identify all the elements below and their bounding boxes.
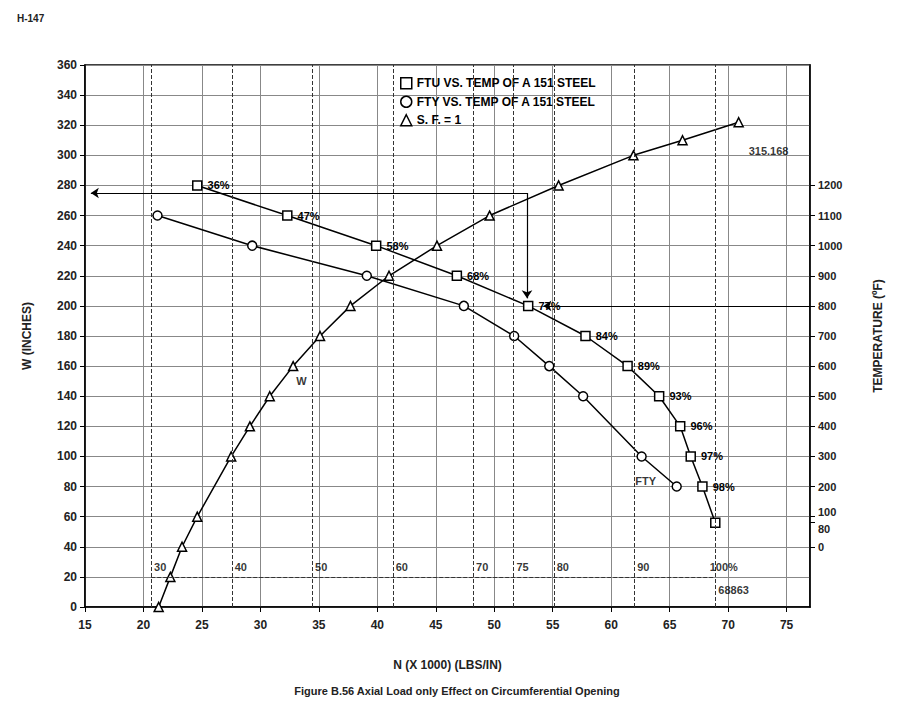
svg-text:300: 300 [57,148,77,162]
svg-text:200: 200 [57,299,77,313]
svg-text:200: 200 [818,481,836,493]
svg-text:1200: 1200 [818,179,842,191]
svg-text:40: 40 [235,561,247,573]
svg-text:315.168: 315.168 [749,145,789,157]
svg-text:50: 50 [315,561,327,573]
svg-text:140: 140 [57,389,77,403]
svg-text:800: 800 [818,300,836,312]
svg-text:80: 80 [557,561,569,573]
svg-text:100: 100 [818,506,836,518]
svg-text:360: 360 [57,58,77,72]
svg-text:500: 500 [818,390,836,402]
svg-text:320: 320 [57,118,77,132]
svg-text:84%: 84% [596,330,618,342]
svg-text:60: 60 [64,510,78,524]
svg-text:65: 65 [663,618,677,632]
svg-text:700: 700 [818,330,836,342]
svg-text:900: 900 [818,270,836,282]
svg-text:58%: 58% [386,240,408,252]
svg-text:70: 70 [476,561,488,573]
svg-text:45: 45 [429,618,443,632]
svg-text:W: W [296,375,307,387]
svg-text:N (X 1000) (LBS/IN): N (X 1000) (LBS/IN) [393,658,502,672]
svg-text:97%: 97% [701,450,723,462]
svg-text:35: 35 [312,618,326,632]
svg-text:30: 30 [154,561,166,573]
svg-text:55: 55 [546,618,560,632]
svg-text:70: 70 [721,618,735,632]
svg-text:60: 60 [605,618,619,632]
svg-text:20: 20 [64,570,78,584]
svg-text:180: 180 [57,329,77,343]
svg-text:60: 60 [396,561,408,573]
svg-text:Figure B.56 Axial Load only Ef: Figure B.56 Axial Load only Effect on Ci… [294,685,619,697]
svg-text:120: 120 [57,419,77,433]
svg-text:50: 50 [488,618,502,632]
svg-text:93%: 93% [669,390,691,402]
svg-text:FTU VS. TEMP OF A 151 STEEL: FTU VS. TEMP OF A 151 STEEL [417,76,596,90]
svg-text:40: 40 [64,540,78,554]
svg-text:15: 15 [78,618,92,632]
svg-text:260: 260 [57,209,77,223]
svg-text:40: 40 [371,618,385,632]
svg-text:25: 25 [195,618,209,632]
svg-text:0: 0 [818,541,824,553]
svg-text:160: 160 [57,359,77,373]
svg-text:20: 20 [137,618,151,632]
svg-text:FTY VS. TEMP OF A 151 STEEL: FTY VS. TEMP OF A 151 STEEL [417,95,595,109]
svg-text:FTY: FTY [635,475,656,487]
svg-text:47%: 47% [298,210,320,222]
svg-text:240: 240 [57,239,77,253]
svg-text:80: 80 [64,480,78,494]
svg-text:77%: 77% [538,300,560,312]
svg-text:75: 75 [780,618,794,632]
svg-text:96%: 96% [690,420,712,432]
svg-text:100%: 100% [710,561,738,573]
svg-text:400: 400 [818,420,836,432]
svg-text:68863: 68863 [718,584,749,596]
svg-text:75: 75 [516,561,528,573]
svg-text:TEMPERATURE (ºF): TEMPERATURE (ºF) [871,279,885,392]
svg-text:W (INCHES): W (INCHES) [20,302,34,370]
svg-text:1000: 1000 [818,240,842,252]
svg-text:90: 90 [637,561,649,573]
svg-text:98%: 98% [713,481,735,493]
svg-text:S. F. = 1: S. F. = 1 [417,113,462,127]
svg-text:0: 0 [70,600,77,614]
svg-text:280: 280 [57,178,77,192]
svg-text:1100: 1100 [818,210,842,222]
svg-text:89%: 89% [638,360,660,372]
svg-text:300: 300 [818,450,836,462]
svg-text:36%: 36% [208,179,230,191]
svg-text:68%: 68% [467,270,489,282]
svg-text:600: 600 [818,360,836,372]
svg-text:100: 100 [57,449,77,463]
svg-text:80: 80 [818,523,830,535]
svg-text:220: 220 [57,269,77,283]
svg-text:30: 30 [254,618,268,632]
svg-text:340: 340 [57,88,77,102]
svg-text:H-147: H-147 [17,13,45,24]
